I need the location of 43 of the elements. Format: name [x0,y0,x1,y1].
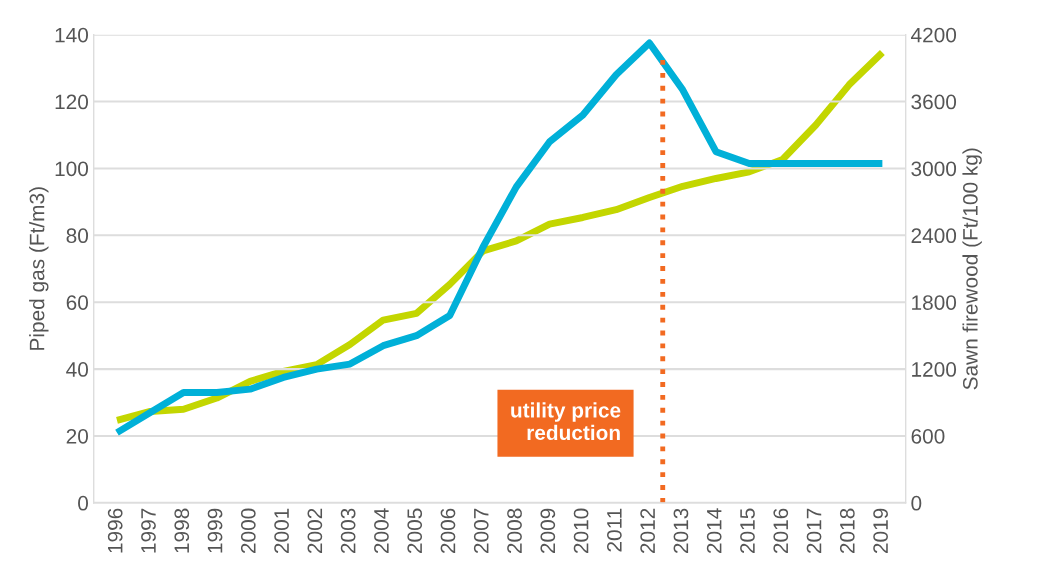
x-tick-label: 1996 [107,508,123,553]
y-tick-label: 20 [66,428,89,444]
y2-axis-title: Sawn firewood (Ft/100 kg) [962,148,982,390]
x-tick-label: 2007 [473,508,489,554]
x-tick-label: 2011 [606,508,622,552]
x-tick-label: 2015 [740,508,755,554]
x-tick-label: 2002 [307,508,323,554]
x-tick-label: 2009 [540,508,556,554]
x-tick-label: 2012 [640,508,656,554]
y-tick-label: 80 [66,228,89,244]
y2-tick-label: 4200 [911,27,957,43]
x-tick-label: 2014 [706,508,722,554]
y2-tick-label: 2400 [911,228,957,244]
y2-tick-label: 0 [911,495,922,511]
x-tick-label: 2016 [773,508,789,554]
x-tick-label: 2019 [873,508,888,554]
x-tick-label: 2004 [374,508,389,554]
x-tick-label: 1999 [207,508,223,553]
y-tick-label: 100 [55,161,89,177]
x-tick-label: 2003 [340,508,356,554]
y-tick-label: 120 [55,94,89,110]
y2-tick-label: 3600 [911,94,957,110]
ref-line-label: utility price reduction [511,402,621,441]
x-tick-label: 2010 [573,508,589,554]
y2-tick-label: 1200 [912,362,957,377]
x-tick-label: 2013 [673,508,689,554]
y-tick-label: 60 [66,295,89,310]
y-tick-label: 40 [66,362,89,377]
x-tick-label: 2006 [440,508,456,554]
y2-tick-label: 1800 [912,295,957,310]
y-tick-label: 140 [55,27,89,43]
x-tick-label: 2008 [507,508,522,554]
y-axis-title: Piped gas (Ft/m3) [29,187,49,350]
x-tick-label: 2017 [806,508,822,554]
x-tick-label: 2018 [839,508,855,554]
x-tick-label: 1997 [141,508,156,553]
x-tick-label: 2005 [407,508,423,554]
x-tick-label: 2000 [240,508,256,554]
y2-tick-label: 3000 [911,161,957,177]
x-tick-label: 1998 [174,508,190,553]
y2-tick-label: 600 [911,428,945,444]
x-tick-label: 2001 [274,508,289,554]
y-tick-label: 0 [78,495,89,511]
